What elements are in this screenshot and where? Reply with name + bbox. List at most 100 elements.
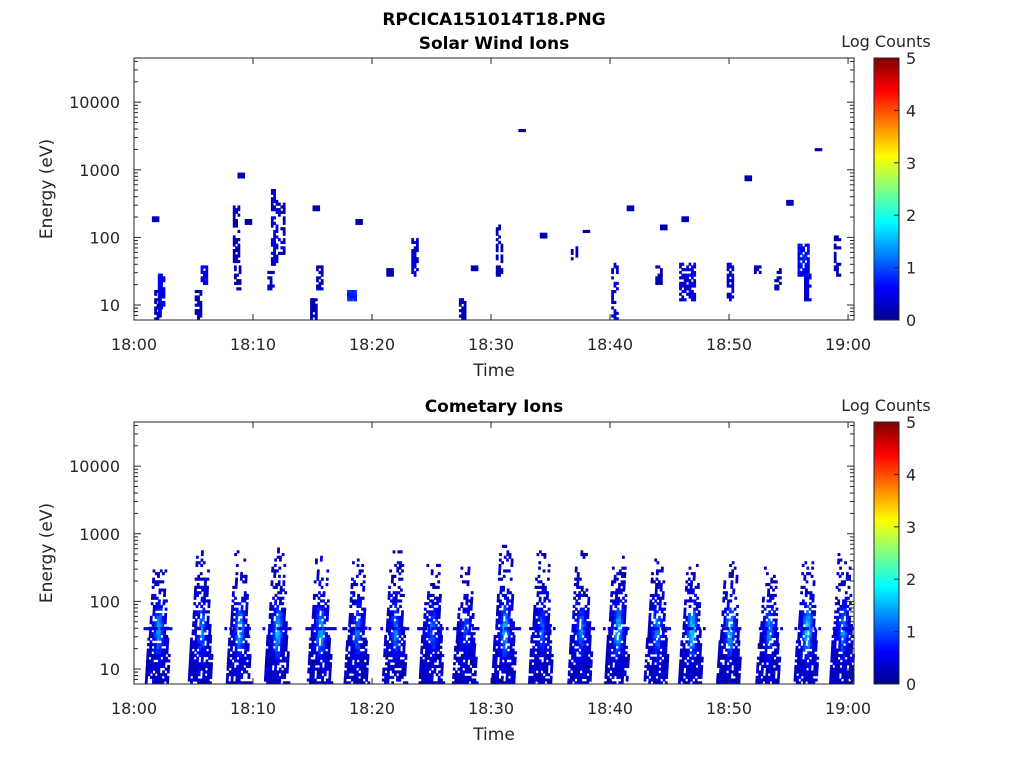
heatmap-cell bbox=[397, 645, 401, 649]
heatmap-cell bbox=[529, 659, 533, 663]
heatmap-cell bbox=[441, 627, 444, 631]
heatmap-cell bbox=[496, 604, 500, 609]
heatmap-cell bbox=[683, 290, 687, 294]
heatmap-cell bbox=[660, 583, 663, 587]
heatmap-cell bbox=[327, 659, 330, 663]
heatmap-cell bbox=[546, 643, 550, 647]
heatmap-cell bbox=[323, 681, 327, 685]
heatmap-cell bbox=[723, 643, 726, 647]
heatmap-cell bbox=[358, 572, 362, 576]
heatmap-cell bbox=[349, 596, 353, 600]
heatmap-cell bbox=[611, 613, 615, 617]
heatmap-cell bbox=[577, 678, 580, 682]
heatmap-cell bbox=[656, 664, 660, 669]
heatmap-cell bbox=[611, 637, 615, 641]
heatmap-cell bbox=[730, 678, 734, 682]
heatmap-cell bbox=[346, 681, 349, 685]
heatmap-cell bbox=[455, 659, 459, 663]
heatmap-cell bbox=[203, 585, 207, 589]
heatmap-cell bbox=[581, 624, 584, 628]
heatmap-cell bbox=[661, 591, 665, 595]
heatmap-cell bbox=[280, 246, 284, 250]
heatmap-cell bbox=[309, 673, 313, 677]
heatmap-cell bbox=[508, 555, 512, 559]
heatmap-cell bbox=[208, 656, 211, 660]
heatmap-cell bbox=[156, 314, 160, 318]
heatmap-cell bbox=[577, 670, 581, 674]
heatmap-cell bbox=[284, 656, 287, 660]
heatmap-cell bbox=[624, 662, 628, 666]
heatmap-cell bbox=[549, 675, 553, 679]
heatmap-cell bbox=[500, 254, 504, 258]
heatmap-cell bbox=[396, 569, 400, 573]
heatmap-cell bbox=[499, 662, 503, 666]
heatmap-cell bbox=[392, 664, 395, 669]
heatmap-cell bbox=[764, 654, 768, 658]
heatmap-cell bbox=[662, 618, 666, 622]
heatmap-cell bbox=[284, 624, 288, 628]
heatmap-cell bbox=[497, 651, 501, 655]
heatmap-cell bbox=[731, 572, 734, 576]
heatmap-cell bbox=[758, 265, 762, 269]
heatmap-cell bbox=[364, 651, 368, 655]
heatmap-cell bbox=[767, 681, 770, 685]
heatmap-cell bbox=[281, 673, 284, 677]
heatmap-cell bbox=[391, 574, 394, 578]
heatmap-cell bbox=[401, 569, 404, 573]
heatmap-cell bbox=[765, 624, 768, 628]
heatmap-cell bbox=[322, 629, 326, 633]
heatmap-cell bbox=[698, 651, 702, 655]
heatmap-cell bbox=[648, 678, 652, 682]
heatmap-cell bbox=[280, 251, 284, 255]
heatmap-cell bbox=[651, 627, 655, 631]
heatmap-cell bbox=[541, 588, 545, 592]
heatmap-cell bbox=[540, 664, 544, 669]
heatmap-cell bbox=[388, 624, 392, 628]
heatmap-cell bbox=[618, 624, 621, 628]
heatmap-cell bbox=[437, 637, 441, 641]
heatmap-cell bbox=[613, 640, 617, 644]
heatmap-cell bbox=[345, 654, 348, 658]
heatmap-cell bbox=[305, 627, 309, 631]
heatmap-cell bbox=[458, 640, 461, 644]
heatmap-cell bbox=[693, 279, 697, 283]
heatmap-cell bbox=[493, 640, 497, 644]
heatmap-cell bbox=[325, 654, 328, 658]
heatmap-cell bbox=[232, 235, 236, 239]
heatmap-cell bbox=[575, 659, 579, 663]
heatmap-cell bbox=[807, 257, 810, 261]
heatmap-cell bbox=[467, 572, 471, 576]
heatmap-cell bbox=[736, 654, 740, 658]
heatmap-cell bbox=[276, 673, 279, 677]
heatmap-cell bbox=[774, 585, 778, 589]
heatmap-cell bbox=[536, 659, 540, 663]
heatmap-cell bbox=[244, 645, 248, 649]
heatmap-cell bbox=[346, 670, 350, 674]
heatmap-cell bbox=[730, 585, 734, 589]
heatmap-cell bbox=[776, 632, 780, 636]
heatmap-cell bbox=[474, 659, 478, 663]
heatmap-cell bbox=[573, 629, 577, 633]
heatmap-cell bbox=[811, 662, 815, 666]
heatmap-cell bbox=[360, 618, 364, 622]
heatmap-cell bbox=[430, 673, 434, 677]
heatmap-cell bbox=[362, 675, 366, 679]
heatmap-cell bbox=[656, 596, 660, 600]
heatmap-cell bbox=[531, 659, 535, 663]
heatmap-cell bbox=[804, 287, 807, 291]
heatmap-cell bbox=[767, 629, 770, 633]
heatmap-cell bbox=[189, 656, 192, 660]
heatmap-cell bbox=[240, 640, 243, 644]
heatmap-cell bbox=[355, 629, 358, 633]
heatmap-cell bbox=[577, 662, 581, 666]
heatmap-cell bbox=[362, 681, 366, 685]
heatmap-cell bbox=[625, 675, 629, 679]
heatmap-cell bbox=[394, 604, 398, 609]
heatmap-cell bbox=[237, 208, 241, 212]
heatmap-cell bbox=[154, 298, 157, 302]
heatmap-cell bbox=[734, 654, 738, 658]
heatmap-cell bbox=[205, 268, 209, 272]
heatmap-cell bbox=[156, 580, 160, 584]
heatmap-cell bbox=[321, 613, 325, 617]
heatmap-cell bbox=[648, 624, 651, 628]
